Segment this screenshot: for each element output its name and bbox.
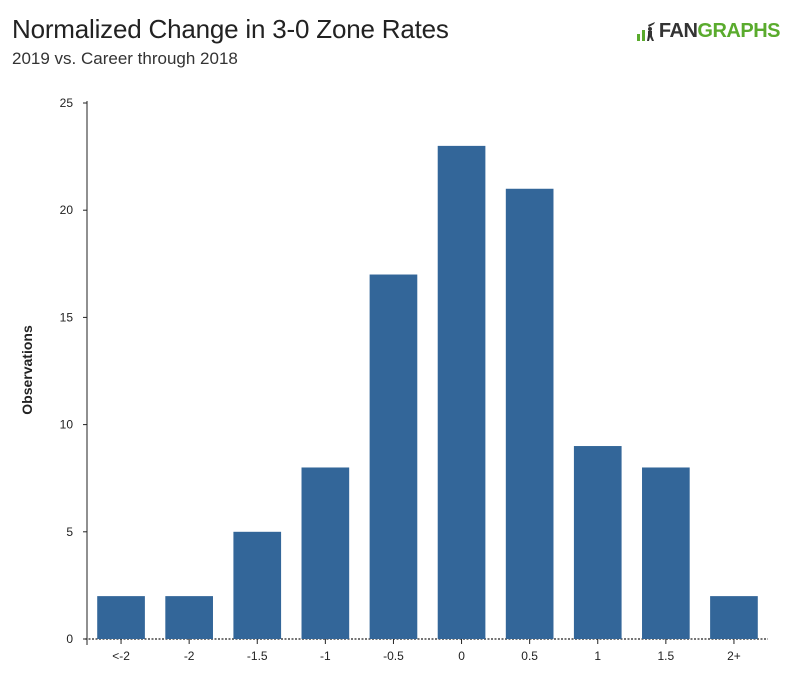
bar: [97, 596, 145, 639]
y-tick-label: 25: [60, 96, 74, 110]
y-axis-label: Observations: [19, 325, 35, 415]
x-tick-label: 1.5: [658, 649, 675, 663]
x-tick-label: 0.5: [521, 649, 538, 663]
bar: [642, 467, 690, 639]
y-tick-label: 10: [60, 418, 74, 432]
bar: [437, 145, 486, 639]
bar: [369, 274, 418, 639]
y-tick-label: 20: [60, 203, 74, 217]
fangraphs-logo: FAN GRAPHS: [635, 20, 780, 43]
bar: [710, 596, 758, 639]
y-tick-label: 15: [60, 310, 74, 324]
y-axis: 0 5 10 15 20 25: [60, 96, 88, 646]
bars: [97, 145, 758, 639]
y-tick-label: 5: [66, 525, 73, 539]
bar: [573, 446, 622, 639]
logo-graphs-text: GRAPHS: [697, 20, 780, 42]
bar: [233, 531, 282, 639]
batter-icon: [636, 21, 655, 41]
chart-title: Normalized Change in 3-0 Zone Rates: [12, 14, 449, 44]
x-tick-label: 2+: [727, 649, 741, 663]
logo-fan-text: FAN: [658, 20, 698, 42]
x-tick-label: 1: [594, 649, 601, 663]
x-tick-label: <-2: [112, 649, 130, 663]
bar: [165, 596, 213, 639]
x-axis: <-2 -2 -1.5 -1 -0.5 0 0.5 1 1.5 2+: [85, 638, 768, 663]
x-tick-label: -1.5: [247, 649, 268, 663]
chart-subtitle: 2019 vs. Career through 2018: [12, 49, 238, 68]
bar: [301, 467, 350, 639]
x-tick-label: -2: [184, 649, 195, 663]
bar: [505, 188, 554, 639]
y-tick-label: 0: [66, 632, 73, 646]
x-tick-label: -0.5: [383, 649, 404, 663]
x-tick-label: -1: [320, 649, 331, 663]
x-tick-label: 0: [458, 649, 465, 663]
